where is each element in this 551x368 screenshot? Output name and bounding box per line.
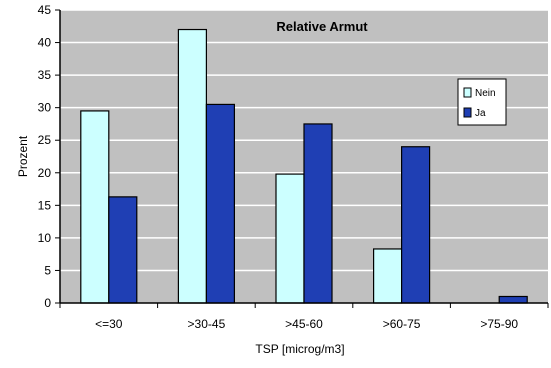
legend-swatch-nein bbox=[463, 87, 472, 98]
x-axis-title: TSP [microg/m3] bbox=[255, 342, 344, 356]
legend: Nein Ja bbox=[457, 78, 507, 126]
bars bbox=[80, 28, 528, 304]
x-tick-label: >60-75 bbox=[383, 317, 421, 331]
bar-ja bbox=[401, 146, 431, 304]
bar-nein bbox=[275, 173, 305, 304]
y-tick-label: 35 bbox=[38, 68, 52, 82]
bar-ja bbox=[498, 295, 528, 304]
bar-nein bbox=[80, 110, 110, 304]
chart-title: Relative Armut bbox=[276, 19, 368, 34]
y-tick-label: 0 bbox=[44, 296, 51, 310]
bar-nein bbox=[177, 28, 207, 304]
x-tick-label: >75-90 bbox=[480, 317, 518, 331]
y-tick-label: 40 bbox=[38, 36, 52, 50]
legend-label-nein: Nein bbox=[475, 88, 496, 99]
bar-ja bbox=[205, 103, 235, 304]
y-tick-label: 30 bbox=[38, 101, 52, 115]
x-tick-label: <=30 bbox=[95, 317, 123, 331]
x-tick-labels: <=30 >30-45 >45-60 >60-75 >75-90 bbox=[59, 303, 549, 331]
bar-ja bbox=[303, 123, 333, 304]
y-tick-label: 10 bbox=[38, 231, 52, 245]
bar-ja bbox=[108, 196, 138, 304]
x-tick-label: >30-45 bbox=[188, 317, 226, 331]
legend-swatch-ja bbox=[463, 107, 472, 118]
y-tick-label: 45 bbox=[38, 3, 52, 17]
bar-nein bbox=[373, 248, 403, 304]
y-tick-label: 25 bbox=[38, 133, 52, 147]
y-tick-label: 20 bbox=[38, 166, 52, 180]
y-axis-title: Prozent bbox=[16, 135, 30, 177]
axes bbox=[59, 10, 548, 304]
legend-label-ja: Ja bbox=[475, 108, 486, 119]
x-tick-label: >45-60 bbox=[285, 317, 323, 331]
y-tick-labels: 0 5 10 15 20 25 30 35 40 45 bbox=[38, 3, 52, 310]
y-tick-label: 15 bbox=[38, 198, 52, 212]
y-tick-label: 5 bbox=[44, 263, 51, 277]
